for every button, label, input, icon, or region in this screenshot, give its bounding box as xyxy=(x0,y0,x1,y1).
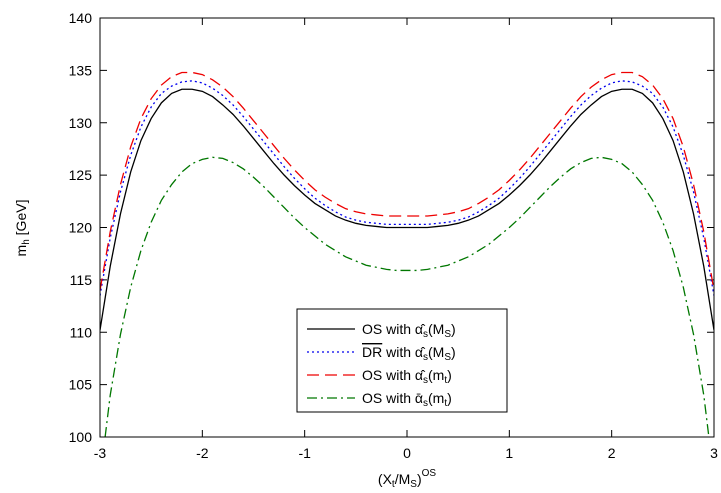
y-tick-label: 130 xyxy=(69,115,93,131)
legend-label-dr-alpha-ms: DR with α̂s(MS) xyxy=(362,344,456,363)
y-tick-label: 120 xyxy=(69,220,93,236)
legend-label-os-alpha-ms: OS with α̂s(MS) xyxy=(362,321,456,340)
legend: OS with α̂s(MS)DR with α̂s(MS)OS with α̂… xyxy=(296,308,508,413)
x-tick-label: -1 xyxy=(298,445,311,461)
x-tick-labels: -3 -2 -1 0 1 2 3 xyxy=(94,445,718,461)
x-tick-label: 3 xyxy=(710,445,718,461)
legend-part-s: s xyxy=(423,329,428,340)
legend-part-sym: α̂ xyxy=(415,367,426,383)
x-tick-label: 2 xyxy=(608,445,616,461)
series-line-os-alphabar-mt xyxy=(104,156,710,437)
legend-part-sym: ᾱ xyxy=(415,390,423,406)
legend-part-sym: α̂ xyxy=(415,344,426,360)
y-label-sub: h xyxy=(21,239,32,245)
legend-label-os-alpha-mt: OS with α̂s(mt) xyxy=(362,367,452,386)
legend-part-pre: OS with xyxy=(362,367,415,383)
legend-part-pre: OS with xyxy=(362,321,415,337)
x-tick-label: -3 xyxy=(94,445,107,461)
legend-part-argsub: t xyxy=(444,398,447,409)
y-tick-label: 105 xyxy=(69,377,93,393)
y-tick-label: 125 xyxy=(69,167,93,183)
plot-frame xyxy=(99,17,715,438)
legend-part-argsub: S xyxy=(444,329,451,340)
legend-part-over: DR xyxy=(362,344,382,360)
x-label-close: ) xyxy=(417,471,422,487)
legend-part-arg: (m xyxy=(428,367,444,383)
legend-part-argsub: S xyxy=(444,352,451,363)
legend-part-arg: (m xyxy=(428,390,444,406)
legend-part-arg: (M xyxy=(428,344,444,360)
x-label-mid: /M xyxy=(395,471,411,487)
legend-label-os-alphabar-mt: OS with ᾱs(mt) xyxy=(362,390,452,409)
legend-part-s: s xyxy=(423,398,428,409)
data-curves xyxy=(100,71,714,437)
x-label-main: (X xyxy=(378,471,393,487)
legend-part-end: ) xyxy=(447,367,452,383)
series-line-os-alpha-mt xyxy=(100,71,714,291)
x-label-sub1: t xyxy=(392,479,395,490)
series-line-os-alpha-ms xyxy=(100,88,714,331)
legend-part-end: ) xyxy=(451,321,456,337)
legend-box xyxy=(296,308,508,413)
legend-part-s: s xyxy=(423,375,428,386)
x-tick-label: 0 xyxy=(403,445,411,461)
y-axis-label: mh [GeV] xyxy=(13,200,32,257)
legend-part-arg: (M xyxy=(428,321,444,337)
x-axis-label: (Xt/MS)OS xyxy=(378,468,436,490)
y-label-main: m xyxy=(13,245,29,257)
y-tick-label: 115 xyxy=(70,272,93,288)
y-tick-label: 135 xyxy=(69,62,93,78)
legend-part-end: ) xyxy=(447,390,452,406)
x-label-sup: OS xyxy=(422,468,437,479)
x-label-sub2: S xyxy=(410,479,417,490)
legend-part-s: s xyxy=(423,352,428,363)
y-tick-label: 100 xyxy=(69,429,93,445)
legend-part-argsub: t xyxy=(444,375,447,386)
y-tick-label: 110 xyxy=(70,324,93,340)
legend-part-pre: OS with xyxy=(362,390,415,406)
legend-part-end: ) xyxy=(451,344,456,360)
legend-part-post: with xyxy=(382,344,415,360)
y-label-unit: [GeV] xyxy=(13,200,29,240)
x-tick-label: 1 xyxy=(505,445,513,461)
series-line-dr-alpha-ms xyxy=(100,80,714,296)
y-tick-label: 140 xyxy=(69,10,93,26)
y-tick-labels: 100 105 110 115 120 125 130 135 140 xyxy=(69,10,93,445)
legend-part-sym: α̂ xyxy=(415,321,426,337)
x-tick-label: -2 xyxy=(196,445,209,461)
